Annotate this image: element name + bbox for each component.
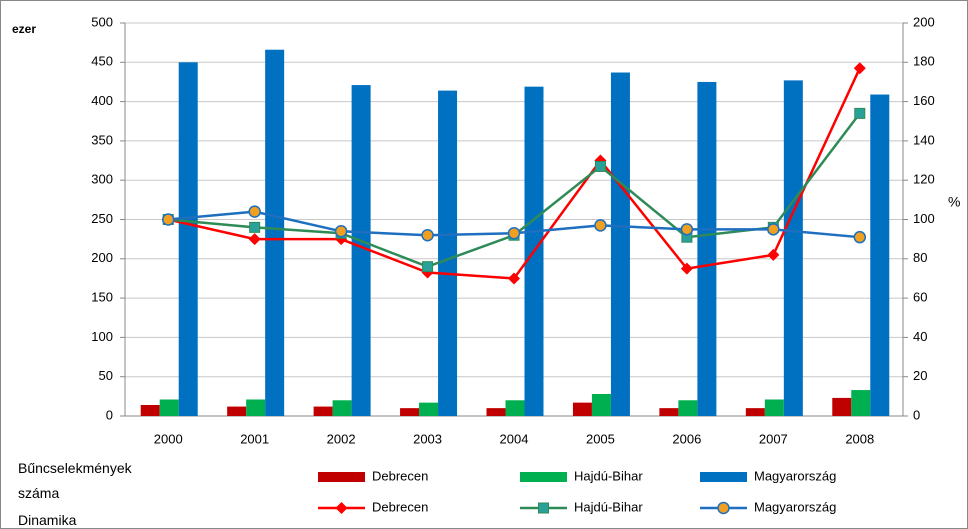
legend-marker: [335, 502, 348, 514]
line-marker: [248, 233, 261, 246]
line-marker: [853, 230, 867, 244]
y2-tick-label: 180: [913, 54, 935, 69]
bar: [697, 81, 717, 416]
x-tick-label: 2006: [672, 431, 701, 446]
y2-tick-label: 200: [913, 14, 935, 29]
bar: [332, 400, 352, 416]
line-marker: [594, 160, 606, 172]
bar: [678, 400, 698, 416]
bar: [764, 399, 784, 416]
legend-label: Magyarország: [754, 499, 836, 514]
line-marker: [248, 205, 261, 218]
bar: [178, 62, 198, 417]
line-marker: [767, 248, 780, 261]
bar: [246, 399, 266, 416]
y2-tick-label: 100: [913, 211, 935, 226]
x-tick-label: 2007: [759, 431, 788, 446]
bar: [140, 404, 160, 416]
bar: [313, 406, 333, 416]
y-tick-label: 0: [106, 407, 113, 422]
x-tick-label: 2005: [586, 431, 615, 446]
legend-label: Magyarország: [754, 468, 836, 483]
y-tick-label: 300: [91, 172, 113, 187]
y-tick-label: 200: [91, 250, 113, 265]
x-tick-label: 2004: [500, 431, 529, 446]
bar: [832, 397, 852, 416]
y-tick-label: 350: [91, 132, 113, 147]
y-tick-label: 500: [91, 14, 113, 29]
legend-label: Debrecen: [372, 499, 428, 514]
y-axis-label: ezer: [12, 22, 36, 36]
line-marker: [594, 219, 607, 232]
legend-marker: [538, 502, 549, 514]
bar: [745, 408, 765, 416]
line-marker: [161, 213, 175, 226]
legend-group-label: Dinamika: [18, 512, 77, 528]
y-tick-label: 250: [91, 211, 113, 226]
y-tick-label: 50: [99, 368, 113, 383]
x-tick-label: 2002: [327, 431, 356, 446]
y2-tick-label: 20: [913, 368, 927, 383]
legend-label: Hajdú-Bihar: [574, 499, 643, 514]
line-marker: [680, 223, 694, 236]
line-marker: [680, 262, 693, 275]
y-tick-label: 450: [91, 54, 113, 69]
y2-tick-label: 80: [913, 250, 927, 265]
legend-swatch: [520, 472, 567, 482]
y2-tick-label: 120: [913, 172, 935, 187]
bar: [870, 94, 890, 416]
y2-tick-label: 40: [913, 329, 927, 344]
x-tick-label: 2003: [413, 431, 442, 446]
line-marker: [853, 62, 866, 75]
bar: [227, 406, 247, 416]
legend-label: Debrecen: [372, 468, 428, 483]
bar: [572, 402, 592, 416]
bar: [486, 408, 506, 416]
bar: [659, 408, 679, 416]
x-tick-label: 2008: [845, 431, 874, 446]
line-marker: [422, 261, 434, 273]
bar: [591, 393, 611, 416]
line-marker: [854, 107, 866, 119]
line-marker: [249, 221, 261, 233]
line-marker: [507, 227, 521, 240]
bar: [438, 90, 458, 416]
bar: [351, 85, 371, 417]
legend-swatch: [318, 472, 365, 482]
bar: [400, 408, 420, 416]
line-marker: [421, 228, 434, 242]
line-marker: [334, 225, 348, 238]
y2-tick-label: 140: [913, 132, 935, 147]
y2-axis-label: %: [948, 194, 960, 210]
bar: [265, 49, 285, 416]
y-tick-label: 100: [91, 329, 113, 344]
x-tick-label: 2000: [154, 431, 183, 446]
y2-tick-label: 160: [913, 93, 935, 108]
bar: [851, 390, 871, 416]
legend-group-label: Bűncselekmények száma: [18, 460, 132, 501]
x-tick-label: 2001: [240, 431, 269, 446]
y-tick-label: 400: [91, 93, 113, 108]
line-marker: [767, 223, 780, 236]
legend-marker: [717, 501, 730, 515]
bar: [610, 72, 630, 416]
bar: [159, 399, 179, 416]
line-marker: [508, 272, 520, 285]
bar: [783, 80, 803, 417]
bar: [419, 402, 439, 416]
y-tick-label: 150: [91, 290, 113, 305]
legend-label: Hajdú-Bihar: [574, 468, 643, 483]
bar: [505, 400, 525, 416]
y2-tick-label: 0: [913, 407, 920, 422]
legend-swatch: [700, 472, 747, 482]
y2-tick-label: 60: [913, 290, 927, 305]
